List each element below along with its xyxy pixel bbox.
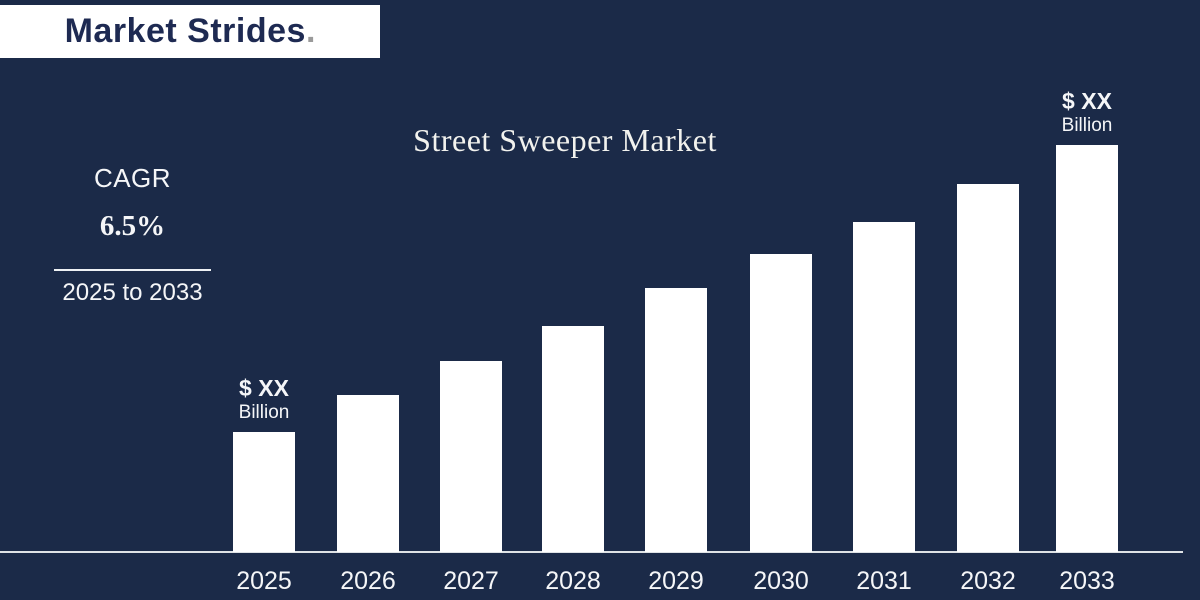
logo-dot: . <box>305 12 316 50</box>
chart-title: Street Sweeper Market <box>413 122 717 158</box>
bar-2028 <box>542 326 604 552</box>
x-tick-2030: 2030 <box>753 567 809 595</box>
x-tick-2026: 2026 <box>340 567 396 595</box>
cagr-divider <box>54 269 211 271</box>
cagr-label: CAGR <box>93 163 172 193</box>
bar-value-label-2033: $ XX Billion <box>1062 88 1113 138</box>
bar-value-unit: Billion <box>1061 115 1113 136</box>
bar-2033 <box>1056 145 1118 552</box>
cagr-value: 6.5% <box>99 210 166 242</box>
x-tick-2033: 2033 <box>1059 567 1115 595</box>
logo: Market Strides. <box>0 5 380 58</box>
bar-2032 <box>957 184 1019 552</box>
bar-value-amount: $ XX <box>1062 88 1112 114</box>
cagr-period: 2025 to 2033 <box>62 279 203 306</box>
x-tick-2028: 2028 <box>545 567 601 595</box>
bar-2029 <box>645 288 707 552</box>
bar-2030 <box>750 254 812 552</box>
bar-2025 <box>233 432 295 552</box>
x-tick-2031: 2031 <box>856 567 912 595</box>
logo-text: Market Strides <box>64 12 306 50</box>
bar-value-unit: Billion <box>238 402 290 423</box>
bar-2031 <box>853 222 915 552</box>
bar-value-label-2025: $ XX Billion <box>239 375 290 425</box>
cagr-block: CAGR 6.5% 2025 to 2033 <box>40 163 225 307</box>
x-tick-2029: 2029 <box>648 567 704 595</box>
bar-value-amount: $ XX <box>239 375 289 401</box>
bar-2026 <box>337 395 399 552</box>
bar-2027 <box>440 361 502 552</box>
x-tick-2032: 2032 <box>960 567 1016 595</box>
x-tick-2025: 2025 <box>236 567 292 595</box>
x-tick-2027: 2027 <box>443 567 499 595</box>
x-axis-line <box>0 551 1183 553</box>
